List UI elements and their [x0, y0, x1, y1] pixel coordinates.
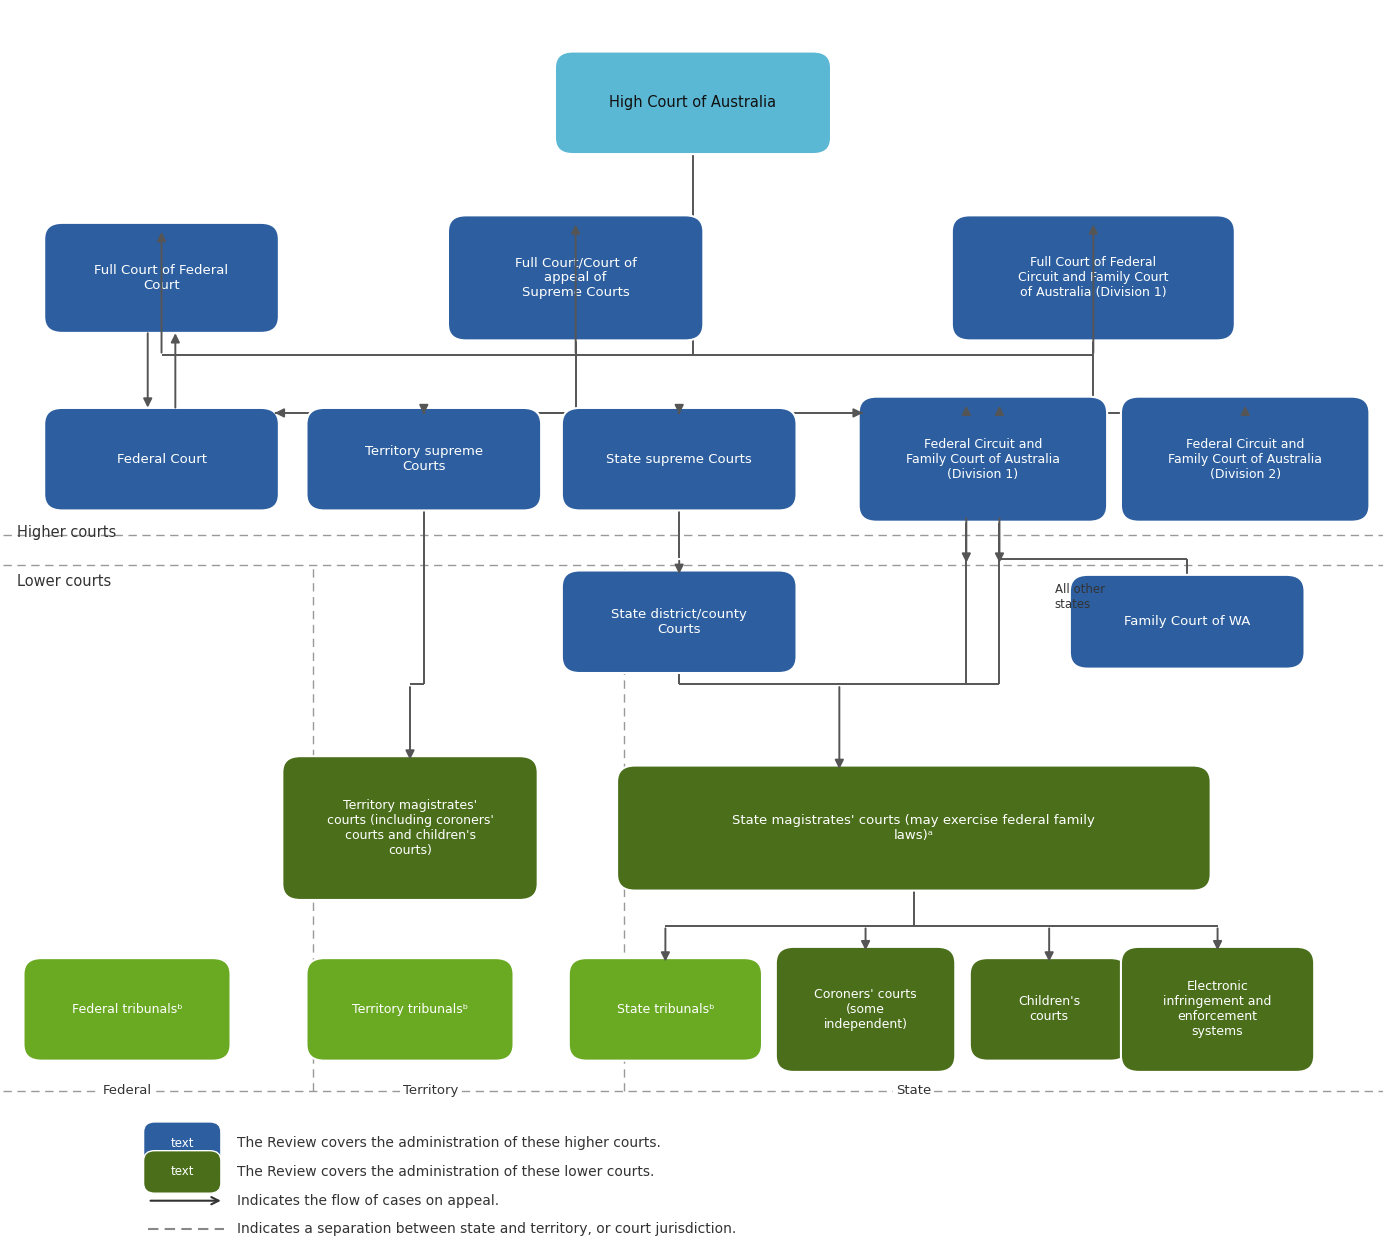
Text: Higher courts: Higher courts — [17, 525, 116, 540]
Text: State district/county
Courts: State district/county Courts — [611, 608, 747, 636]
FancyBboxPatch shape — [24, 958, 230, 1060]
Text: Indicates the flow of cases on appeal.: Indicates the flow of cases on appeal. — [237, 1193, 499, 1208]
Text: Family Court of WA: Family Court of WA — [1124, 615, 1250, 628]
Text: The Review covers the administration of these higher courts.: The Review covers the administration of … — [237, 1137, 661, 1150]
Text: Full Court/Court of
appeal of
Supreme Courts: Full Court/Court of appeal of Supreme Co… — [514, 256, 636, 299]
Text: Territory tribunalsᵇ: Territory tribunalsᵇ — [352, 1002, 468, 1016]
Text: State magistrates' courts (may exercise federal family
laws)ᵃ: State magistrates' courts (may exercise … — [732, 814, 1095, 842]
Text: Federal: Federal — [103, 1084, 151, 1098]
Text: Federal Circuit and
Family Court of Australia
(Division 2): Federal Circuit and Family Court of Aust… — [1168, 437, 1322, 481]
FancyBboxPatch shape — [561, 408, 797, 510]
Text: Territory magistrates'
courts (including coroners'
courts and children's
courts): Territory magistrates' courts (including… — [327, 799, 493, 857]
Text: Territory supreme
Courts: Territory supreme Courts — [365, 445, 482, 474]
FancyBboxPatch shape — [144, 1150, 220, 1193]
Text: Full Court of Federal
Court: Full Court of Federal Court — [94, 264, 229, 291]
Text: State supreme Courts: State supreme Courts — [606, 452, 753, 466]
Text: Children's
courts: Children's courts — [1019, 996, 1080, 1024]
Text: Electronic
infringement and
enforcement
systems: Electronic infringement and enforcement … — [1163, 981, 1272, 1039]
FancyBboxPatch shape — [554, 51, 832, 154]
FancyBboxPatch shape — [44, 408, 279, 510]
FancyBboxPatch shape — [617, 766, 1210, 891]
Text: Federal Court: Federal Court — [116, 452, 207, 466]
FancyBboxPatch shape — [448, 215, 703, 340]
FancyBboxPatch shape — [970, 958, 1128, 1060]
Text: High Court of Australia: High Court of Australia — [610, 95, 776, 111]
FancyBboxPatch shape — [952, 215, 1235, 340]
FancyBboxPatch shape — [568, 958, 762, 1060]
FancyBboxPatch shape — [859, 397, 1107, 521]
Text: Federal Circuit and
Family Court of Australia
(Division 1): Federal Circuit and Family Court of Aust… — [906, 437, 1060, 481]
Text: text: text — [170, 1166, 194, 1178]
Text: Lower courts: Lower courts — [17, 574, 111, 589]
Text: All other
states: All other states — [1055, 583, 1105, 610]
FancyBboxPatch shape — [776, 947, 955, 1071]
FancyBboxPatch shape — [561, 570, 797, 673]
FancyBboxPatch shape — [1070, 575, 1304, 668]
FancyBboxPatch shape — [44, 222, 279, 333]
FancyBboxPatch shape — [283, 756, 538, 901]
FancyBboxPatch shape — [306, 958, 514, 1060]
Text: text: text — [170, 1137, 194, 1149]
Text: The Review covers the administration of these lower courts.: The Review covers the administration of … — [237, 1166, 654, 1179]
Text: Federal tribunalsᵇ: Federal tribunalsᵇ — [72, 1002, 183, 1016]
FancyBboxPatch shape — [1121, 947, 1314, 1071]
Text: State tribunalsᵇ: State tribunalsᵇ — [617, 1002, 714, 1016]
FancyBboxPatch shape — [306, 408, 541, 510]
FancyBboxPatch shape — [1121, 397, 1369, 521]
Text: Indicates a separation between state and territory, or court jurisdiction.: Indicates a separation between state and… — [237, 1222, 737, 1236]
Text: Coroners' courts
(some
independent): Coroners' courts (some independent) — [814, 988, 918, 1031]
Text: State: State — [897, 1084, 931, 1098]
Text: Full Court of Federal
Circuit and Family Court
of Australia (Division 1): Full Court of Federal Circuit and Family… — [1019, 256, 1168, 299]
FancyBboxPatch shape — [144, 1122, 220, 1164]
Text: Territory: Territory — [403, 1084, 459, 1098]
